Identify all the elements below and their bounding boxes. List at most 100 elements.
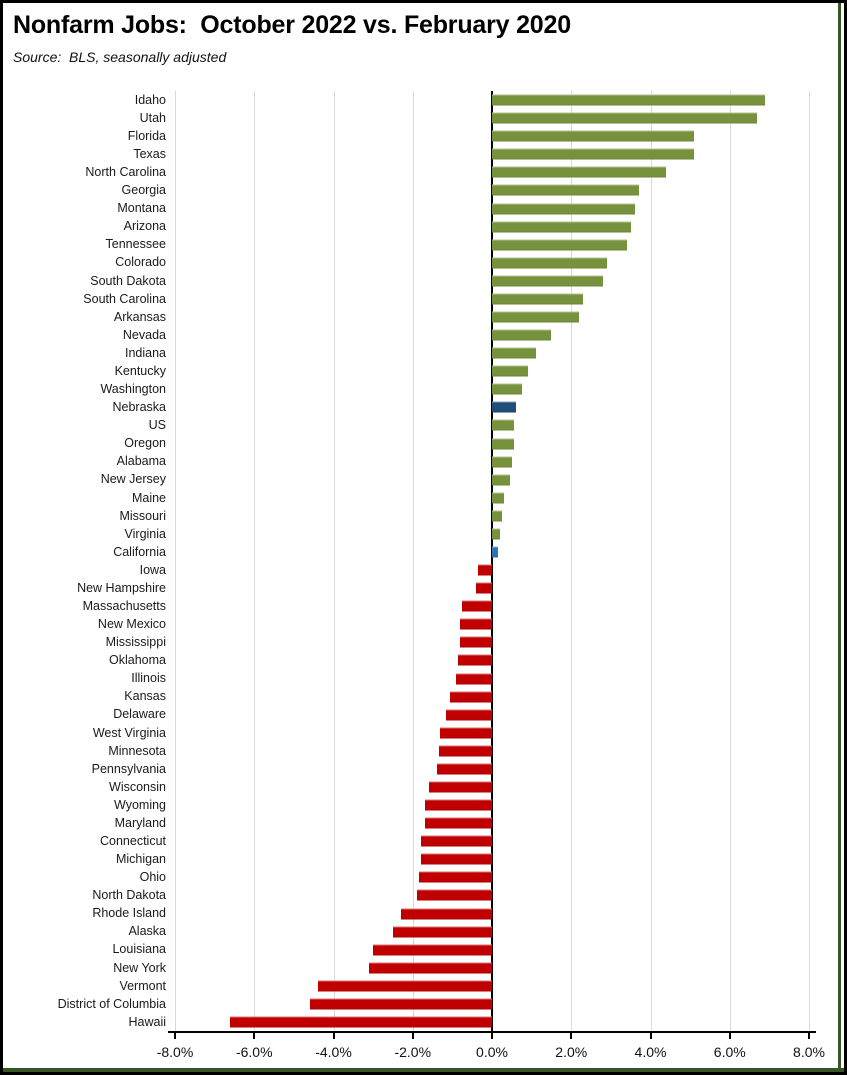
bar-track xyxy=(175,941,809,959)
chart-title: Nonfarm Jobs: October 2022 vs. February … xyxy=(13,11,571,39)
bar-track xyxy=(175,525,809,543)
category-label-maryland: Maryland xyxy=(114,815,166,830)
chart-row: Texas xyxy=(11,145,809,163)
category-label-wyoming: Wyoming xyxy=(114,797,166,812)
axis-tick-label: 0.0% xyxy=(476,1044,508,1060)
axis-tick xyxy=(253,1031,256,1039)
gridline xyxy=(175,91,176,1031)
bar-iowa xyxy=(478,564,492,576)
bar-track xyxy=(175,778,809,796)
bar-track xyxy=(175,254,809,272)
bar-track xyxy=(175,218,809,236)
chart-row: Arkansas xyxy=(11,308,809,326)
bar-new-jersey xyxy=(492,474,510,486)
bar-track xyxy=(175,507,809,525)
axis-tick xyxy=(808,1031,810,1039)
chart-row: Oklahoma xyxy=(11,651,809,669)
bar-track xyxy=(175,905,809,923)
bar-massachusetts xyxy=(462,600,492,612)
bar-kansas xyxy=(450,691,492,703)
bar-hawaii xyxy=(230,1016,492,1028)
category-label-district-of-columbia: District of Columbia xyxy=(57,996,166,1011)
bar-oklahoma xyxy=(458,654,492,666)
bar-new-york xyxy=(369,962,492,974)
category-label-pennsylvania: Pennsylvania xyxy=(91,761,166,776)
chart-row: Arizona xyxy=(11,218,809,236)
bar-colorado xyxy=(492,257,607,269)
gridline xyxy=(729,91,731,1031)
category-label-new-mexico: New Mexico xyxy=(97,617,166,632)
bar-track xyxy=(175,109,809,127)
category-label-iowa: Iowa xyxy=(139,562,166,577)
chart-row: Tennessee xyxy=(11,236,809,254)
chart-row: Pennsylvania xyxy=(11,760,809,778)
category-label-mississippi: Mississippi xyxy=(105,635,166,650)
axis-tick xyxy=(649,1031,652,1039)
bar-arizona xyxy=(492,221,631,233)
chart-row: New Mexico xyxy=(11,615,809,633)
chart-row: Georgia xyxy=(11,181,809,199)
chart-row: Connecticut xyxy=(11,832,809,850)
bar-track xyxy=(175,923,809,941)
category-label-rhode-island: Rhode Island xyxy=(92,906,166,921)
chart-row: Minnesota xyxy=(11,742,809,760)
category-label-colorado: Colorado xyxy=(115,255,166,270)
bar-track xyxy=(175,850,809,868)
category-label-arkansas: Arkansas xyxy=(113,309,166,324)
bar-texas xyxy=(492,148,695,160)
category-label-new-york: New York xyxy=(113,960,166,975)
bar-pennsylvania xyxy=(436,763,492,775)
axis-tick xyxy=(411,1031,414,1039)
chart-row: Alabama xyxy=(11,453,809,471)
bar-track xyxy=(175,796,809,814)
chart-row: Illinois xyxy=(11,670,809,688)
bar-track xyxy=(175,543,809,561)
category-label-florida: Florida xyxy=(127,128,166,143)
bar-track xyxy=(175,832,809,850)
bar-track xyxy=(175,868,809,886)
bar-track xyxy=(175,651,809,669)
zero-gridline xyxy=(491,91,493,1031)
category-label-vermont: Vermont xyxy=(119,978,166,993)
bar-indiana xyxy=(492,347,536,359)
gridline xyxy=(412,91,414,1031)
bar-track xyxy=(175,977,809,995)
axis-tick xyxy=(332,1031,335,1039)
bar-track xyxy=(175,398,809,416)
chart-row: Hawaii xyxy=(11,1013,809,1031)
bar-new-hampshire xyxy=(476,582,492,594)
bar-vermont xyxy=(317,980,492,992)
category-label-north-dakota: North Dakota xyxy=(92,888,166,903)
category-label-alabama: Alabama xyxy=(116,454,166,469)
bar-track xyxy=(175,579,809,597)
bar-north-dakota xyxy=(416,889,492,901)
bar-south-dakota xyxy=(492,275,603,287)
chart-row: Wisconsin xyxy=(11,778,809,796)
axis-tick-label: 4.0% xyxy=(634,1044,667,1060)
category-label-new-jersey: New Jersey xyxy=(100,472,166,487)
bar-california xyxy=(492,546,498,558)
bar-michigan xyxy=(420,853,492,865)
axis-tick-label: 6.0% xyxy=(713,1044,746,1060)
gridline xyxy=(571,91,573,1031)
category-label-california: California xyxy=(113,544,166,559)
bar-illinois xyxy=(456,673,492,685)
category-label-kentucky: Kentucky xyxy=(114,363,166,378)
bar-track xyxy=(175,453,809,471)
chart-row: Louisiana xyxy=(11,941,809,959)
category-label-nebraska: Nebraska xyxy=(112,400,167,415)
category-label-kansas: Kansas xyxy=(124,689,166,704)
chart-row: Montana xyxy=(11,199,809,217)
category-label-south-dakota: South Dakota xyxy=(90,273,166,288)
chart-row: South Carolina xyxy=(11,290,809,308)
category-label-maine: Maine xyxy=(131,490,166,505)
category-label-idaho: Idaho xyxy=(134,92,166,107)
bar-track xyxy=(175,181,809,199)
chart-row: Nebraska xyxy=(11,398,809,416)
bar-track xyxy=(175,272,809,290)
bar-track xyxy=(175,688,809,706)
bar-district-of-columbia xyxy=(309,998,492,1010)
axis-tick-label: -4.0% xyxy=(315,1044,352,1060)
chart-row: North Dakota xyxy=(11,886,809,904)
